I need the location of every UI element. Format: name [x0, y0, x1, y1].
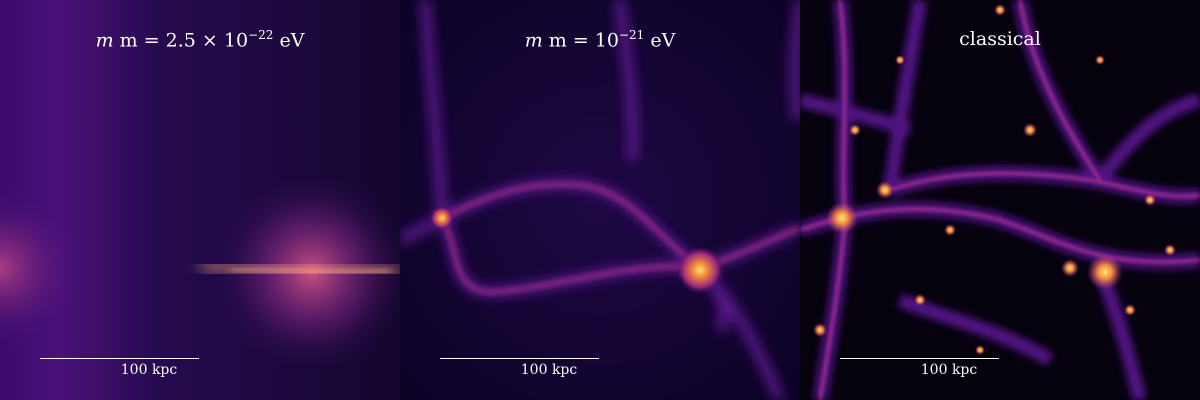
label-unit: eV: [644, 29, 676, 52]
density-map-1: [0, 0, 400, 400]
panel-fuzzy-dm-low-mass: m m = 2.5 × 10−22 eV 100 kpc: [0, 0, 400, 400]
scale-bar-line: [40, 358, 199, 359]
label-unit: eV: [273, 29, 305, 52]
label-exponent: −22: [248, 28, 274, 42]
label-exponent: −21: [618, 28, 645, 42]
panel-classical-cdm: classical 100 kpc: [800, 0, 1200, 400]
mass-label-2: m m = 10−21 eV: [524, 28, 676, 52]
label-text: m = 10: [548, 29, 619, 52]
scale-bar-line: [440, 358, 599, 359]
scale-bar-label: 100 kpc: [120, 362, 178, 378]
label-text: m = 2.5 × 10: [119, 29, 249, 52]
mass-label-1: m m = 2.5 × 10−22 eV: [95, 28, 305, 52]
scale-bar-label: 100 kpc: [520, 362, 578, 378]
scale-bar-label: 100 kpc: [920, 362, 978, 378]
density-map-2: [400, 0, 800, 400]
model-label-3: classical: [959, 28, 1041, 50]
panel-fuzzy-dm-high-mass: m m = 10−21 eV 100 kpc: [400, 0, 800, 400]
density-map-3: [800, 0, 1200, 400]
scale-bar-line: [840, 358, 999, 359]
